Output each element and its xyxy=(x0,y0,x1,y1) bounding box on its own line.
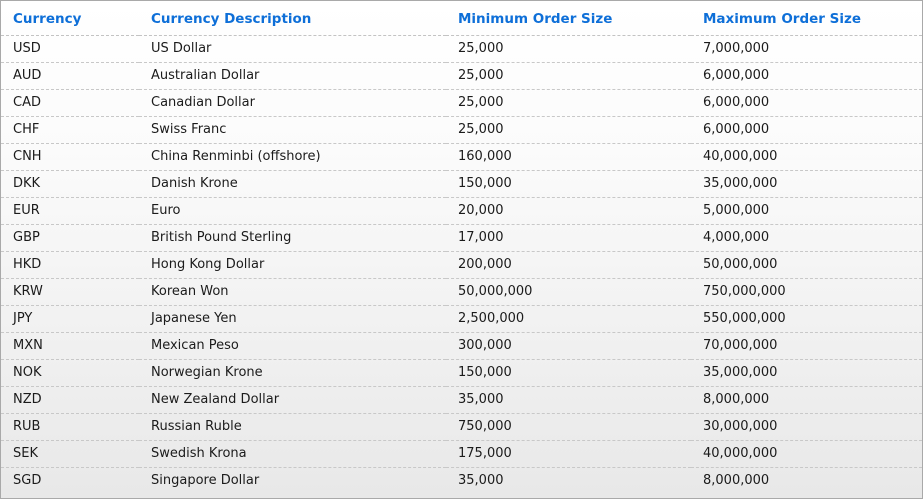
maximum-order-size-cell: 35,000,000 xyxy=(691,359,922,387)
currency-code-cell: NOK xyxy=(1,359,139,387)
currency-code-cell: KRW xyxy=(1,278,139,306)
currency-code-cell: DKK xyxy=(1,170,139,198)
maximum-order-size-cell: 6,000,000 xyxy=(691,62,922,90)
maximum-order-size-cell: 550,000,000 xyxy=(691,305,922,333)
maximum-order-size-cell: 5,000,000 xyxy=(691,197,922,225)
currency-description-cell: Swiss Franc xyxy=(139,116,446,144)
minimum-order-size-cell: 25,000 xyxy=(446,62,691,90)
currency-description-cell: China Renminbi (offshore) xyxy=(139,143,446,171)
minimum-order-size-cell: 150,000 xyxy=(446,359,691,387)
currency-code-cell: SEK xyxy=(1,440,139,468)
minimum-order-size-cell: 25,000 xyxy=(446,89,691,117)
minimum-order-size-cell: 20,000 xyxy=(446,197,691,225)
table-header: Currency Currency Description Minimum Or… xyxy=(1,1,922,36)
minimum-order-size-cell: 35,000 xyxy=(446,386,691,414)
currency-code-cell: NZD xyxy=(1,386,139,414)
minimum-order-size-cell: 750,000 xyxy=(446,413,691,441)
maximum-order-size-cell: 35,000,000 xyxy=(691,170,922,198)
minimum-order-size-cell: 150,000 xyxy=(446,170,691,198)
currency-description-cell: Euro xyxy=(139,197,446,225)
table-row: CHF Swiss Franc 25,000 6,000,000 xyxy=(1,116,922,144)
currency-description-cell: Canadian Dollar xyxy=(139,89,446,117)
table-row: RUB Russian Ruble 750,000 30,000,000 xyxy=(1,413,922,441)
minimum-order-size-cell: 17,000 xyxy=(446,224,691,252)
maximum-order-size-cell: 7,000,000 xyxy=(691,35,922,63)
currency-description-cell: US Dollar xyxy=(139,35,446,63)
minimum-order-size-cell: 50,000,000 xyxy=(446,278,691,306)
minimum-order-size-cell: 25,000 xyxy=(446,35,691,63)
table-row: USD US Dollar 25,000 7,000,000 xyxy=(1,35,922,63)
currency-description-cell: British Pound Sterling xyxy=(139,224,446,252)
minimum-order-size-cell: 300,000 xyxy=(446,332,691,360)
table-row: CNH China Renminbi (offshore) 160,000 40… xyxy=(1,143,922,171)
maximum-order-size-cell: 50,000,000 xyxy=(691,251,922,279)
currency-code-cell: CHF xyxy=(1,116,139,144)
maximum-order-size-cell: 6,000,000 xyxy=(691,89,922,117)
table-row: NZD New Zealand Dollar 35,000 8,000,000 xyxy=(1,386,922,414)
minimum-order-size-cell: 175,000 xyxy=(446,440,691,468)
maximum-order-size-cell: 40,000,000 xyxy=(691,440,922,468)
currency-description-cell: Norwegian Krone xyxy=(139,359,446,387)
currency-description-cell: Singapore Dollar xyxy=(151,473,260,488)
currency-code-cell: EUR xyxy=(1,197,139,225)
currency-description-cell: Swedish Krona xyxy=(139,440,446,468)
table-row: GBP British Pound Sterling 17,000 4,000,… xyxy=(1,224,922,252)
column-header-minimum-order-size: Minimum Order Size xyxy=(446,1,691,36)
table-row: SGD Singapore Dollar 35,000 8,000,000 xyxy=(1,468,922,495)
currency-description-cell: Hong Kong Dollar xyxy=(139,251,446,279)
maximum-order-size-cell: 40,000,000 xyxy=(691,143,922,171)
table-row: DKK Danish Krone 150,000 35,000,000 xyxy=(1,170,922,198)
minimum-order-size-cell: 160,000 xyxy=(446,143,691,171)
currency-code-cell: CAD xyxy=(1,89,139,117)
currency-code-cell: JPY xyxy=(1,305,139,333)
currency-code-cell: RUB xyxy=(1,413,139,441)
maximum-order-size-cell: 8,000,000 xyxy=(703,473,770,488)
minimum-order-size-cell: 25,000 xyxy=(446,116,691,144)
table-row: AUD Australian Dollar 25,000 6,000,000 xyxy=(1,62,922,90)
minimum-order-size-cell: 2,500,000 xyxy=(446,305,691,333)
maximum-order-size-cell: 4,000,000 xyxy=(691,224,922,252)
table-row: HKD Hong Kong Dollar 200,000 50,000,000 xyxy=(1,251,922,279)
currency-description-cell: Danish Krone xyxy=(139,170,446,198)
table-row: MXN Mexican Peso 300,000 70,000,000 xyxy=(1,332,922,360)
currency-description-cell: Australian Dollar xyxy=(139,62,446,90)
currency-description-cell: Japanese Yen xyxy=(139,305,446,333)
maximum-order-size-cell: 6,000,000 xyxy=(691,116,922,144)
maximum-order-size-cell: 30,000,000 xyxy=(691,413,922,441)
currency-description-cell: Korean Won xyxy=(139,278,446,306)
minimum-order-size-cell: 200,000 xyxy=(446,251,691,279)
currency-description-cell: Russian Ruble xyxy=(139,413,446,441)
maximum-order-size-cell: 70,000,000 xyxy=(691,332,922,360)
table-row: EUR Euro 20,000 5,000,000 xyxy=(1,197,922,225)
column-header-currency-description: Currency Description xyxy=(139,1,446,36)
table-body: USD US Dollar 25,000 7,000,000 AUD Austr… xyxy=(1,35,922,495)
currency-code-cell: CNH xyxy=(1,143,139,171)
table-row: SEK Swedish Krona 175,000 40,000,000 xyxy=(1,440,922,468)
table-header-row: Currency Currency Description Minimum Or… xyxy=(1,1,922,36)
currency-code-cell: USD xyxy=(1,35,139,63)
minimum-order-size-cell: 35,000 xyxy=(458,473,504,488)
currency-code-cell: GBP xyxy=(1,224,139,252)
currency-description-cell: New Zealand Dollar xyxy=(139,386,446,414)
currency-code-cell: MXN xyxy=(1,332,139,360)
currency-code-cell: SGD xyxy=(13,473,42,488)
currency-code-cell: HKD xyxy=(1,251,139,279)
maximum-order-size-cell: 750,000,000 xyxy=(691,278,922,306)
column-header-maximum-order-size: Maximum Order Size xyxy=(691,1,922,36)
table-row: JPY Japanese Yen 2,500,000 550,000,000 xyxy=(1,305,922,333)
column-header-currency: Currency xyxy=(1,1,139,36)
table-row: CAD Canadian Dollar 25,000 6,000,000 xyxy=(1,89,922,117)
table-row: NOK Norwegian Krone 150,000 35,000,000 xyxy=(1,359,922,387)
maximum-order-size-cell: 8,000,000 xyxy=(691,386,922,414)
currency-description-cell: Mexican Peso xyxy=(139,332,446,360)
currency-code-cell: AUD xyxy=(1,62,139,90)
table-row: KRW Korean Won 50,000,000 750,000,000 xyxy=(1,278,922,306)
